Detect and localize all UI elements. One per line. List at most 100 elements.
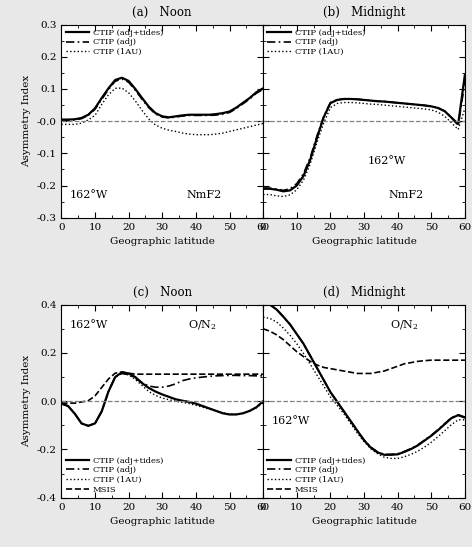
- Text: 162°W: 162°W: [69, 190, 108, 200]
- CTIP (1AU): [328, 394, 333, 400]
- CTIP (adj+tides): [200, 403, 205, 409]
- CTIP (adj): [415, 102, 421, 108]
- CTIP (1AU): [119, 370, 125, 377]
- Line: CTIP (adj+tides): CTIP (adj+tides): [263, 74, 465, 191]
- CTIP (adj+tides): [213, 408, 219, 414]
- CTIP (adj+tides): [301, 173, 306, 179]
- CTIP (adj+tides): [314, 135, 320, 141]
- CTIP (adj+tides): [99, 408, 105, 415]
- CTIP (adj): [146, 104, 152, 111]
- MSIS: [146, 371, 152, 377]
- CTIP (adj+tides): [294, 182, 300, 189]
- CTIP (adj+tides): [287, 187, 293, 194]
- CTIP (adj+tides): [85, 112, 91, 118]
- CTIP (adj): [133, 375, 138, 382]
- CTIP (adj+tides): [92, 105, 98, 112]
- CTIP (adj): [301, 340, 306, 347]
- CTIP (adj+tides): [186, 112, 192, 118]
- CTIP (1AU): [402, 104, 407, 110]
- MSIS: [435, 357, 441, 363]
- CTIP (adj+tides): [274, 306, 279, 313]
- MSIS: [247, 371, 253, 377]
- CTIP (1AU): [139, 382, 145, 389]
- CTIP (1AU): [462, 416, 468, 423]
- CTIP (adj): [247, 96, 253, 102]
- CTIP (adj+tides): [395, 451, 400, 458]
- Line: CTIP (adj+tides): CTIP (adj+tides): [61, 373, 263, 426]
- CTIP (adj+tides): [328, 389, 333, 395]
- CTIP (adj): [267, 301, 273, 308]
- CTIP (adj): [341, 96, 346, 102]
- CTIP (adj): [240, 101, 246, 107]
- MSIS: [213, 371, 219, 377]
- CTIP (1AU): [341, 410, 346, 417]
- CTIP (adj): [375, 449, 380, 455]
- CTIP (adj): [388, 99, 394, 106]
- MSIS: [415, 358, 421, 365]
- MSIS: [321, 364, 327, 371]
- CTIP (adj): [408, 445, 414, 452]
- CTIP (adj): [314, 133, 320, 139]
- CTIP (adj+tides): [220, 110, 226, 117]
- CTIP (1AU): [193, 131, 199, 138]
- CTIP (adj): [462, 414, 468, 421]
- CTIP (adj+tides): [146, 385, 152, 391]
- CTIP (1AU): [435, 433, 441, 440]
- CTIP (1AU): [381, 102, 387, 108]
- MSIS: [112, 370, 118, 376]
- CTIP (adj): [166, 383, 172, 389]
- CTIP (1AU): [267, 315, 273, 322]
- CTIP (adj): [92, 420, 98, 427]
- CTIP (1AU): [79, 420, 84, 427]
- CTIP (1AU): [381, 454, 387, 461]
- CTIP (1AU): [59, 121, 64, 127]
- Legend: CTIP (adj+tides), CTIP (adj), CTIP (1AU), MSIS: CTIP (adj+tides), CTIP (adj), CTIP (1AU)…: [64, 455, 165, 495]
- CTIP (adj+tides): [79, 420, 84, 427]
- CTIP (adj+tides): [348, 418, 354, 424]
- CTIP (1AU): [408, 451, 414, 458]
- CTIP (adj): [200, 374, 205, 380]
- CTIP (1AU): [247, 124, 253, 130]
- CTIP (1AU): [442, 113, 447, 120]
- CTIP (adj+tides): [112, 374, 118, 380]
- CTIP (adj): [253, 90, 259, 96]
- CTIP (adj): [65, 117, 71, 124]
- Line: CTIP (1AU): CTIP (1AU): [263, 102, 465, 196]
- CTIP (adj+tides): [213, 111, 219, 118]
- CTIP (adj+tides): [227, 108, 232, 115]
- CTIP (1AU): [448, 119, 454, 126]
- CTIP (adj): [368, 444, 374, 450]
- CTIP (1AU): [153, 392, 159, 399]
- CTIP (adj+tides): [207, 405, 212, 412]
- CTIP (1AU): [294, 187, 300, 193]
- CTIP (adj+tides): [442, 108, 447, 114]
- CTIP (1AU): [321, 383, 327, 389]
- CTIP (adj+tides): [435, 104, 441, 111]
- CTIP (1AU): [153, 122, 159, 129]
- CTIP (adj): [261, 86, 266, 92]
- CTIP (adj+tides): [361, 97, 367, 103]
- CTIP (1AU): [341, 99, 346, 106]
- X-axis label: Geographic latitude: Geographic latitude: [312, 237, 416, 246]
- CTIP (adj+tides): [274, 187, 279, 193]
- CTIP (adj+tides): [261, 299, 266, 306]
- CTIP (adj): [227, 109, 232, 116]
- CTIP (adj): [160, 384, 165, 391]
- CTIP (adj): [294, 331, 300, 337]
- CTIP (1AU): [429, 107, 434, 113]
- CTIP (adj): [179, 113, 185, 119]
- CTIP (adj+tides): [261, 398, 266, 404]
- CTIP (adj+tides): [179, 112, 185, 119]
- CTIP (1AU): [220, 130, 226, 136]
- MSIS: [253, 371, 259, 377]
- CTIP (1AU): [99, 101, 105, 108]
- CTIP (adj+tides): [341, 96, 346, 102]
- CTIP (adj+tides): [455, 121, 461, 127]
- CTIP (adj): [328, 389, 333, 395]
- CTIP (adj+tides): [415, 442, 421, 449]
- Line: CTIP (adj): CTIP (adj): [263, 82, 465, 190]
- CTIP (adj): [59, 117, 64, 124]
- CTIP (adj): [348, 96, 354, 102]
- CTIP (adj+tides): [334, 97, 340, 103]
- CTIP (adj+tides): [126, 370, 131, 377]
